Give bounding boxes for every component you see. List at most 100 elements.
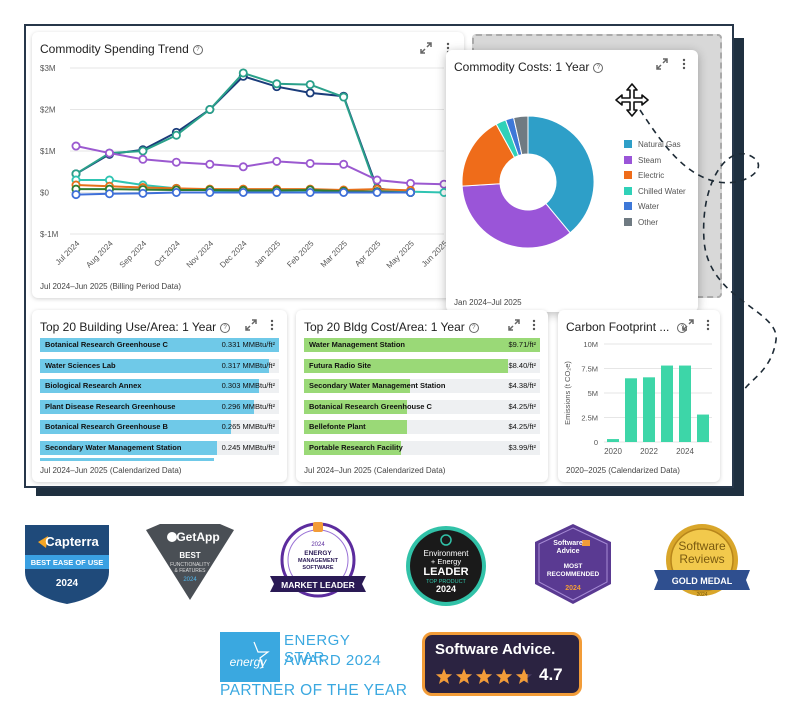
carbon-bar[interactable]: [625, 378, 637, 442]
x-tick-label: Jan 2025: [252, 239, 282, 269]
data-point[interactable]: [305, 158, 315, 168]
data-point[interactable]: [104, 189, 114, 199]
y-tick-label: 5M: [588, 389, 598, 398]
data-point[interactable]: [138, 146, 148, 156]
capterra-badge: Capterra BEST EASE OF USE 2024: [25, 525, 109, 604]
data-point[interactable]: [205, 187, 215, 197]
spending-trend-card: Commodity Spending Trend? $3M $2M $1M $0 $-1…: [32, 32, 464, 298]
list-item[interactable]: Futura Radio Site $8.40/ft²: [304, 358, 540, 373]
data-point[interactable]: [339, 187, 349, 197]
data-point[interactable]: [272, 187, 282, 197]
x-tick-label: Apr 2025: [353, 239, 383, 269]
x-tick-label: Mar 2025: [319, 239, 350, 270]
legend-item[interactable]: Other: [624, 217, 659, 227]
list-item[interactable]: Plant Disease Research Greenhouse 0.296 M…: [40, 399, 279, 414]
data-point[interactable]: [305, 80, 315, 90]
data-point[interactable]: [104, 148, 114, 158]
card-footer: Jul 2024–Jun 2025 (Billing Period Data): [40, 282, 181, 291]
expand-icon[interactable]: [682, 319, 694, 331]
data-point[interactable]: [171, 187, 181, 197]
expand-icon[interactable]: [420, 42, 432, 54]
data-point[interactable]: [171, 130, 181, 140]
capterra-year: 2024: [56, 578, 79, 589]
sa-rec-brand1: Software: [553, 540, 583, 547]
bar-fill: [40, 399, 254, 414]
carbon-bar-chart: 10M 7.5M 5M 2.5M 0 Emissions (t CO₂e) 2020 2022…: [563, 340, 712, 456]
data-point[interactable]: [272, 79, 282, 89]
sa-rating-brand: Software Advice.: [435, 641, 556, 658]
carbon-bar[interactable]: [679, 365, 691, 442]
data-point[interactable]: [238, 187, 248, 197]
data-point[interactable]: [71, 141, 81, 151]
list-item[interactable]: Bellefonte Plant $4.25/ft²: [304, 420, 540, 435]
list-item[interactable]: Secondary Water Management Station 0.245 …: [40, 441, 279, 455]
list-item[interactable]: Portable Research Facility $3.99/ft²: [304, 441, 540, 455]
data-point[interactable]: [305, 187, 315, 197]
bar-fill: [40, 379, 259, 394]
data-point[interactable]: [71, 190, 81, 200]
list-item[interactable]: Biological Research Annex 0.303 MMBtu/ft²: [40, 379, 279, 394]
carbon-bar[interactable]: [607, 439, 619, 442]
kebab-menu-icon[interactable]: [706, 319, 710, 331]
data-point[interactable]: [406, 178, 416, 188]
bar-label: Water Management Station: [309, 340, 405, 349]
data-point[interactable]: [305, 88, 315, 98]
star-filled: [515, 668, 528, 684]
data-point[interactable]: [205, 105, 215, 115]
data-point[interactable]: [339, 92, 349, 102]
x-tick-label: Aug 2024: [84, 239, 115, 270]
data-point[interactable]: [372, 187, 382, 197]
x-tick-label: Feb 2025: [285, 239, 316, 270]
list-item[interactable]: Botanical Research Greenhouse C 0.331 MMB…: [40, 338, 279, 352]
data-point[interactable]: [138, 188, 148, 198]
list-item[interactable]: Secondary Water Management Station $4.38/…: [304, 379, 540, 394]
legend-item[interactable]: Chilled Water: [624, 186, 686, 196]
data-point[interactable]: [138, 154, 148, 164]
data-point[interactable]: [372, 175, 382, 185]
list-item[interactable]: Botanical Research Greenhouse B 0.265 MMB…: [40, 420, 279, 435]
kebab-menu-icon[interactable]: [532, 319, 536, 331]
data-point[interactable]: [272, 156, 282, 166]
data-point[interactable]: [339, 159, 349, 169]
help-icon[interactable]: ?: [468, 322, 479, 333]
list-item[interactable]: Botanical Research Greenhouse C $4.25/ft²: [304, 399, 540, 414]
list-item[interactable]: Water Management Station $9.71/ft²: [304, 338, 540, 352]
software-reviews-gold-badge: Software Reviews GOLD MEDAL 2024: [654, 524, 750, 598]
legend-item[interactable]: Water: [624, 202, 659, 211]
carbon-bar[interactable]: [643, 377, 655, 442]
carbon-bar[interactable]: [661, 365, 673, 442]
commodity-costs-card[interactable]: Commodity Costs: 1 Year? Natural Gas Stea…: [446, 50, 698, 312]
ems-line1: ENERGY: [304, 550, 332, 557]
donut-slice[interactable]: [513, 115, 529, 156]
help-icon[interactable]: ?: [192, 44, 203, 55]
env-energy-leader-badge: Environment + Energy LEADER TOP PRODUCT …: [406, 526, 486, 606]
expand-icon[interactable]: [656, 58, 668, 70]
data-point[interactable]: [238, 162, 248, 172]
env-line2: + Energy: [431, 557, 461, 566]
legend-label: Natural Gas: [638, 140, 681, 149]
data-point[interactable]: [205, 159, 215, 169]
kebab-menu-icon[interactable]: [270, 319, 274, 331]
card-footer: Jul 2024–Jun 2025 (Calendarized Data): [40, 466, 182, 475]
help-icon[interactable]: ?: [593, 62, 604, 73]
help-icon[interactable]: ?: [220, 322, 231, 333]
legend-label: Other: [638, 217, 659, 227]
legend-item[interactable]: Electric: [624, 171, 664, 180]
software-advice-recommended-badge: Software Advice MOST RECOMMENDED 2024: [535, 524, 611, 604]
data-point[interactable]: [171, 157, 181, 167]
getapp-badge: GetApp BEST FUNCTIONALITY & FEATURES 202…: [146, 524, 234, 600]
data-point[interactable]: [238, 68, 248, 78]
list-item[interactable]: Water Sciences Lab 0.317 MMBtu/ft²: [40, 358, 279, 373]
env-line4: TOP PRODUCT: [426, 579, 466, 585]
y-tick-label: $-1M: [40, 230, 59, 239]
donut-slice[interactable]: [461, 183, 571, 249]
bar-value: 0.317 MMBtu/ft²: [221, 360, 275, 370]
expand-icon[interactable]: [245, 319, 257, 331]
carbon-bar[interactable]: [697, 414, 709, 442]
data-point[interactable]: [406, 187, 416, 197]
legend-item[interactable]: Steam: [624, 155, 661, 165]
kebab-menu-icon[interactable]: [682, 58, 686, 70]
donut-slice[interactable]: [527, 115, 595, 234]
expand-icon[interactable]: [508, 319, 520, 331]
legend-item[interactable]: Natural Gas: [624, 140, 681, 149]
